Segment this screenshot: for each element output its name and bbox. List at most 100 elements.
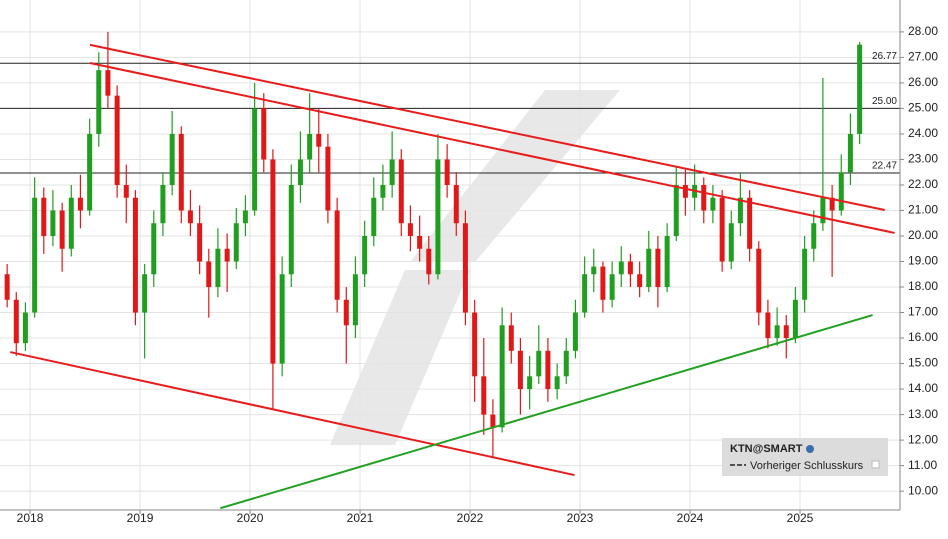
candle-body [820,197,826,224]
candle-body [215,248,221,288]
candle-body [756,248,762,313]
trend-line [220,314,873,510]
y-tick-label: 23.00 [908,152,938,166]
candle-body [362,235,368,275]
candle-body [297,159,303,185]
candle-body [261,108,267,160]
candle-body [407,223,413,236]
candle-body [783,325,789,339]
y-tick-label: 12.00 [908,432,938,446]
y-tick-label: 27.00 [908,50,938,64]
candle-body [527,376,533,390]
candle-body [811,223,817,249]
candle-body [701,184,707,211]
candle-body [307,133,313,160]
candle-body [646,248,652,288]
candle-body [655,248,661,288]
candle-body [371,197,377,236]
candle-body [508,325,514,351]
candle-body [96,70,102,134]
candle-body [664,235,670,288]
plot-area [0,31,900,510]
candle-body [105,70,111,96]
candle-body [444,159,450,185]
candle-body [270,159,276,364]
y-tick-label: 14.00 [908,381,938,395]
legend-checkbox[interactable] [871,460,880,469]
legend-box [722,438,888,476]
trend-line [89,62,895,234]
candle-body [600,266,606,300]
x-tick-label: 2021 [347,511,374,525]
candle-body [279,274,285,364]
candle-body [517,350,523,390]
y-tick-label: 17.00 [908,305,938,319]
y-tick-label: 26.00 [908,75,938,89]
candle-body [206,261,212,288]
reference-label: 26.77 [872,51,897,62]
candle-body [132,197,138,313]
legend-icon [806,445,814,453]
candle-body [462,223,468,313]
candle-body [288,184,294,275]
reference-label: 25.00 [872,96,897,107]
watermark [330,90,620,445]
candle-body [32,197,38,313]
candle-body [142,274,148,313]
candle-body [627,261,633,275]
x-tick-label: 2018 [17,511,44,525]
candle-body [13,299,19,344]
candle-body [481,376,487,415]
x-tick-label: 2025 [787,511,814,525]
y-tick-label: 15.00 [908,356,938,370]
trend-line [89,43,885,211]
candle-body [178,133,184,211]
candle-body [169,133,175,185]
candle-body [114,95,120,185]
reference-label: 22.47 [872,161,897,172]
candle-body [197,223,203,262]
y-tick-label: 28.00 [908,24,938,38]
candle-body [802,248,808,300]
y-tick-label: 21.00 [908,203,938,217]
candle-body [325,146,331,211]
candle-body [728,223,734,262]
candle-body [563,350,569,377]
candle-body [490,414,496,428]
candle-body [453,184,459,224]
candle-body [673,184,679,236]
candle-body [682,184,688,198]
candle-body [187,210,193,224]
candle-body [499,325,505,428]
x-tick-label: 2020 [237,511,264,525]
trend-line [10,351,575,477]
candle-body [765,312,771,339]
candle-body [224,248,230,262]
candle-body [417,235,423,249]
x-tick-label: 2019 [127,511,154,525]
candle-body [829,197,835,211]
candle-body [426,248,432,275]
candle-body [618,261,624,275]
candle-body [242,210,248,224]
candle-body [4,274,10,300]
candle-body [554,376,560,390]
watermark-shape [330,270,470,445]
candle-body [77,197,83,211]
candle-body [334,210,340,300]
candle-body [50,210,56,236]
legend-entry: Vorheriger Schlusskurs [750,460,864,472]
candle-body [380,184,386,198]
candle-body [343,299,349,326]
candle-body [545,350,551,390]
candle-body [536,350,542,377]
candle-body [637,274,643,288]
candle-body [59,210,65,249]
candle-body [87,133,93,211]
candle-body [857,44,863,134]
y-tick-label: 11.00 [908,458,937,472]
candle-body [582,274,588,313]
candle-body [591,266,597,275]
candle-body [233,223,239,262]
